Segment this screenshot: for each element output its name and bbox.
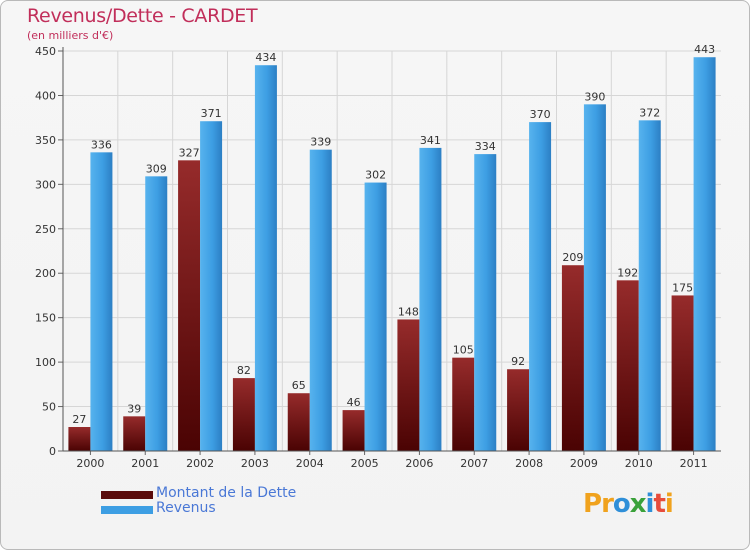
x-tick-label: 2000 [76,457,104,470]
logo-letter: i [645,489,655,519]
data-label-dette: 27 [72,413,86,426]
bar-revenus [200,121,223,451]
x-tick-label: 2007 [460,457,488,470]
x-tick-label: 2001 [131,457,159,470]
y-tick-label: 200 [35,267,56,280]
data-label-dette: 92 [511,355,525,368]
logo-letter: r [601,489,614,519]
proxiti-logo: Proxiti [583,489,674,519]
data-label-revenus: 443 [694,43,715,56]
bar-revenus [254,65,277,451]
logo-letter: P [583,489,602,519]
bar-dette [287,393,310,451]
data-label-dette: 148 [398,305,419,318]
y-tick-label: 100 [35,356,56,369]
legend-swatch-revenus [101,506,153,514]
bar-revenus [583,104,606,451]
bar-dette [616,280,639,451]
legend-swatch-dette [101,491,153,499]
chart-subtitle: (en milliers d'€) [27,29,114,42]
data-label-revenus: 371 [201,107,222,120]
data-label-revenus: 302 [365,169,386,182]
data-label-revenus: 341 [420,134,441,147]
legend-label-revenus: Revenus [156,500,216,516]
bar-dette [397,319,420,451]
x-tick-label: 2006 [405,457,433,470]
x-tick-label: 2005 [351,457,379,470]
x-tick-label: 2011 [680,457,708,470]
chart-title: Revenus/Dette - CARDET [27,5,258,27]
logo-letter: t [653,489,665,519]
data-label-dette: 209 [562,251,583,264]
data-label-dette: 82 [237,364,251,377]
bar-revenus [419,147,442,451]
bar-revenus [529,122,552,451]
data-label-revenus: 372 [639,106,660,119]
data-label-revenus: 334 [475,140,496,153]
bar-dette [232,378,255,451]
logo-letter: o [612,489,631,519]
data-label-dette: 192 [617,266,638,279]
data-label-dette: 175 [672,281,693,294]
y-tick-label: 400 [35,89,56,102]
y-tick-label: 150 [35,312,56,325]
bar-dette [561,265,584,451]
x-tick-label: 2004 [296,457,324,470]
data-label-dette: 39 [127,402,141,415]
data-label-revenus: 336 [91,138,112,151]
x-tick-label: 2010 [625,457,653,470]
bar-dette [671,295,694,451]
data-label-dette: 327 [179,146,200,159]
data-label-revenus: 390 [584,90,605,103]
data-label-revenus: 434 [255,51,276,64]
y-tick-label: 250 [35,223,56,236]
logo-letter: i [664,489,674,519]
bar-revenus [145,176,168,452]
bar-revenus [638,120,661,451]
y-tick-label: 300 [35,178,56,191]
bar-dette [452,357,475,451]
y-tick-label: 450 [35,45,56,58]
bar-dette [178,160,201,452]
bar-revenus [309,149,332,451]
y-tick-label: 0 [49,445,56,458]
bar-revenus [693,57,716,451]
data-label-revenus: 370 [530,108,551,121]
x-tick-label: 2008 [515,457,543,470]
x-tick-label: 2002 [186,457,214,470]
data-label-dette: 46 [347,396,361,409]
x-tick-label: 2003 [241,457,269,470]
data-label-revenus: 309 [146,162,167,175]
data-label-revenus: 339 [310,136,331,149]
legend-label-dette: Montant de la Dette [156,485,297,501]
logo-letter: x [629,489,647,519]
x-tick-label: 2009 [570,457,598,470]
bar-revenus [474,154,497,451]
bar-revenus [90,152,113,452]
y-tick-label: 350 [35,134,56,147]
bar-revenus [364,182,387,452]
y-tick-label: 50 [42,401,56,414]
data-label-dette: 105 [453,344,474,357]
bar-dette [123,416,146,451]
bar-dette [507,369,530,451]
bar-dette [342,410,365,451]
data-label-dette: 65 [292,379,306,392]
bar-dette [68,427,91,451]
